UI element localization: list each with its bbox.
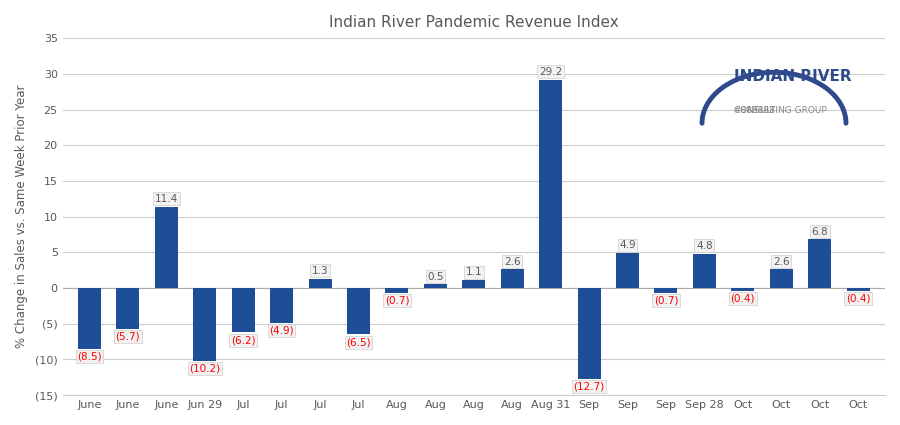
Bar bbox=[500, 269, 524, 288]
Text: (0.7): (0.7) bbox=[653, 296, 679, 306]
Text: (0.4): (0.4) bbox=[846, 294, 870, 304]
Text: 2.6: 2.6 bbox=[504, 257, 520, 266]
Text: 11.4: 11.4 bbox=[155, 194, 178, 204]
Bar bbox=[309, 279, 331, 288]
Bar bbox=[770, 269, 793, 288]
Bar bbox=[424, 284, 447, 288]
Text: (0.4): (0.4) bbox=[731, 294, 755, 304]
Text: #888888: #888888 bbox=[734, 106, 776, 115]
Bar bbox=[539, 79, 562, 288]
Text: CONSULTING GROUP: CONSULTING GROUP bbox=[734, 106, 826, 115]
Bar bbox=[693, 254, 716, 288]
Text: 1.3: 1.3 bbox=[311, 266, 328, 276]
Text: INDIAN RIVER: INDIAN RIVER bbox=[734, 69, 851, 84]
Text: (6.5): (6.5) bbox=[346, 337, 371, 347]
Title: Indian River Pandemic Revenue Index: Indian River Pandemic Revenue Index bbox=[328, 15, 618, 30]
Text: 4.9: 4.9 bbox=[619, 240, 635, 250]
Bar bbox=[654, 288, 678, 293]
Bar bbox=[808, 239, 832, 288]
Bar bbox=[155, 207, 178, 288]
Bar bbox=[116, 288, 140, 329]
Y-axis label: % Change in Sales vs. Same Week Prior Year: % Change in Sales vs. Same Week Prior Ye… bbox=[15, 85, 28, 348]
Text: 2.6: 2.6 bbox=[773, 257, 789, 266]
Text: 4.8: 4.8 bbox=[696, 241, 713, 251]
Text: (4.9): (4.9) bbox=[269, 326, 294, 336]
Text: (6.2): (6.2) bbox=[231, 335, 256, 345]
Bar bbox=[463, 280, 485, 288]
Text: 0.5: 0.5 bbox=[428, 272, 444, 282]
Bar bbox=[194, 288, 216, 361]
Bar bbox=[347, 288, 370, 334]
Text: 6.8: 6.8 bbox=[812, 227, 828, 237]
Bar bbox=[385, 288, 409, 293]
Bar bbox=[270, 288, 293, 323]
Bar bbox=[231, 288, 255, 332]
Text: (12.7): (12.7) bbox=[573, 382, 605, 391]
Text: (5.7): (5.7) bbox=[115, 332, 140, 342]
Text: (10.2): (10.2) bbox=[189, 364, 220, 374]
Bar bbox=[732, 288, 754, 291]
Text: (8.5): (8.5) bbox=[77, 351, 102, 362]
Bar bbox=[578, 288, 600, 379]
Text: (0.7): (0.7) bbox=[384, 296, 410, 306]
Bar bbox=[616, 253, 639, 288]
Text: 29.2: 29.2 bbox=[539, 67, 562, 76]
Text: 1.1: 1.1 bbox=[465, 267, 482, 278]
Bar bbox=[847, 288, 869, 291]
Bar bbox=[78, 288, 101, 349]
